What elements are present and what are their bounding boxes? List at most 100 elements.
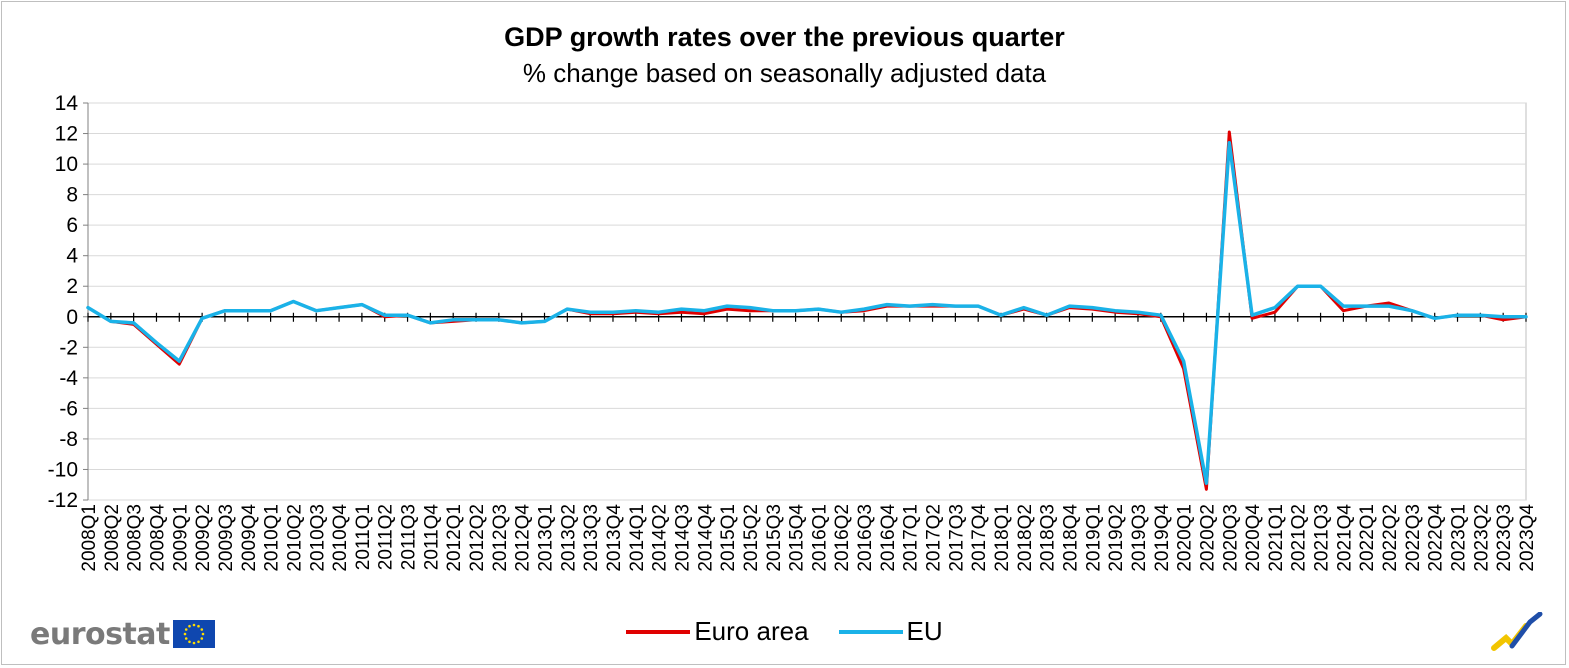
- x-tick-label: 2013Q1: [536, 504, 557, 572]
- eurostat-check-mark-icon: [1491, 612, 1543, 651]
- y-tick-label: -6: [59, 397, 78, 420]
- x-tick-label: 2015Q2: [741, 504, 762, 572]
- x-tick-label: 2022Q3: [1403, 504, 1424, 572]
- y-tick-label: 12: [55, 123, 78, 146]
- flag-star: [201, 632, 205, 636]
- x-tick-label: 2015Q4: [787, 504, 808, 572]
- x-tick-label: 2014Q4: [695, 504, 716, 572]
- legend-label-eu: EU: [906, 616, 943, 646]
- x-tick-label: 2012Q4: [513, 504, 534, 572]
- y-tick-label: -10: [48, 458, 78, 481]
- x-tick-label: 2021Q1: [1266, 504, 1287, 572]
- x-tick-label: 2014Q2: [650, 504, 671, 572]
- x-tick-label: 2009Q3: [216, 504, 237, 572]
- legend-item-euro-area: Euro area: [626, 616, 809, 647]
- y-tick-label: -12: [48, 489, 78, 512]
- x-tick-label: 2011Q3: [399, 504, 420, 570]
- x-tick-label: 2020Q2: [1197, 504, 1218, 572]
- x-tick-label: 2015Q1: [718, 504, 739, 572]
- x-tick-label: 2010Q2: [284, 504, 305, 572]
- x-tick-label: 2017Q2: [924, 504, 945, 572]
- x-tick-label: 2021Q4: [1334, 504, 1355, 572]
- x-tick-label: 2011Q1: [353, 504, 374, 570]
- x-tick-label: 2012Q1: [444, 504, 465, 572]
- x-tick-label: 2018Q4: [1060, 504, 1081, 572]
- x-tick-label: 2008Q2: [102, 504, 123, 572]
- series-lines: [86, 130, 1528, 491]
- x-tick-label: 2012Q3: [490, 504, 511, 572]
- x-tick-label: 2013Q4: [604, 504, 625, 572]
- y-tick-label: -2: [59, 336, 78, 359]
- flag-star: [183, 632, 187, 636]
- flag-star: [188, 624, 191, 628]
- x-tick-label: 2013Q3: [581, 504, 602, 572]
- x-tick-label: 2012Q2: [467, 504, 488, 572]
- x-tick-label: 2014Q3: [672, 504, 693, 572]
- x-tick-label: 2018Q1: [992, 504, 1013, 572]
- x-tick-label: 2015Q3: [764, 504, 785, 572]
- flag-star: [197, 624, 200, 628]
- eu-flag-icon: [172, 620, 215, 648]
- legend-label-euro-area: Euro area: [694, 616, 809, 646]
- x-tick-label: 2014Q1: [627, 504, 648, 572]
- y-tick-label: -8: [59, 428, 78, 451]
- x-tick-label: 2009Q1: [170, 504, 191, 572]
- gridlines: [87, 102, 1527, 501]
- x-tick-label: 2010Q4: [330, 504, 351, 572]
- chart-legend: Euro area EU: [0, 616, 1569, 647]
- x-tick-label: 2021Q3: [1312, 504, 1333, 572]
- x-tick-label: 2018Q3: [1038, 504, 1059, 572]
- y-tick-label: 6: [66, 214, 78, 237]
- flag-star: [200, 628, 204, 631]
- x-tick-label: 2008Q1: [79, 504, 100, 572]
- x-tick-label: 2016Q4: [878, 504, 899, 572]
- x-tick-label: 2010Q3: [307, 504, 328, 572]
- y-tick-label: -4: [59, 367, 78, 390]
- flag-star: [197, 640, 200, 644]
- x-tick-label: 2017Q3: [946, 504, 967, 572]
- flag-star: [192, 623, 196, 627]
- chart-title: GDP growth rates over the previous quart…: [504, 22, 1065, 52]
- x-tick-label: 2019Q1: [1083, 504, 1104, 572]
- x-tick-label: 2011Q4: [421, 504, 442, 571]
- y-tick-label: 10: [55, 153, 78, 176]
- x-tick-label: 2020Q3: [1220, 504, 1241, 572]
- x-tick-label: 2016Q1: [809, 504, 830, 572]
- flag-star: [200, 637, 204, 640]
- y-tick-label: 2: [66, 275, 78, 298]
- x-tick-label: 2017Q4: [969, 504, 990, 572]
- eurostat-logo: eurostat: [30, 614, 215, 654]
- x-tick-label: 2010Q1: [262, 504, 283, 572]
- x-tick-label: 2020Q1: [1175, 504, 1196, 572]
- chart-subtitle: % change based on seasonally adjusted da…: [522, 58, 1047, 88]
- axes: [83, 102, 1527, 501]
- x-tick-label: 2023Q3: [1494, 504, 1515, 572]
- y-tick-label: 0: [66, 306, 78, 329]
- eurostat-logo-text: eurostat: [30, 616, 170, 652]
- x-axis-tick-labels: 2008Q1 2008Q2 2008Q3 2008Q4 2009Q1 2009Q2 2009…: [79, 504, 1538, 572]
- x-tick-label: 2011Q2: [376, 504, 397, 570]
- y-tick-label: 8: [66, 184, 78, 207]
- x-tick-label: 2023Q1: [1449, 504, 1470, 572]
- flag-star: [188, 640, 191, 644]
- series-line-eu: [86, 140, 1528, 485]
- x-tick-label: 2016Q3: [855, 504, 876, 572]
- legend-item-eu: EU: [838, 616, 943, 647]
- x-tick-label: 2017Q1: [901, 504, 922, 572]
- flag-star: [192, 641, 196, 645]
- x-tick-label: 2019Q3: [1129, 504, 1150, 572]
- legend-swatch-euro-area: [626, 629, 691, 634]
- flag-star: [184, 637, 188, 640]
- x-tick-label: 2022Q1: [1357, 504, 1378, 572]
- x-tick-label: 2022Q4: [1426, 504, 1447, 572]
- x-tick-label: 2009Q2: [193, 504, 214, 572]
- x-tick-label: 2016Q2: [832, 504, 853, 572]
- x-tick-label: 2019Q2: [1106, 504, 1127, 572]
- legend-swatch-eu: [838, 629, 903, 634]
- y-axis-tick-labels: -12 -10 -8 -6 -4 -2 0 2 4 6 8 10 12 14: [48, 92, 79, 512]
- x-tick-label: 2009Q4: [239, 504, 260, 572]
- x-tick-label: 2008Q3: [125, 504, 146, 572]
- x-tick-label: 2020Q4: [1243, 504, 1264, 572]
- x-tick-label: 2021Q2: [1289, 504, 1310, 572]
